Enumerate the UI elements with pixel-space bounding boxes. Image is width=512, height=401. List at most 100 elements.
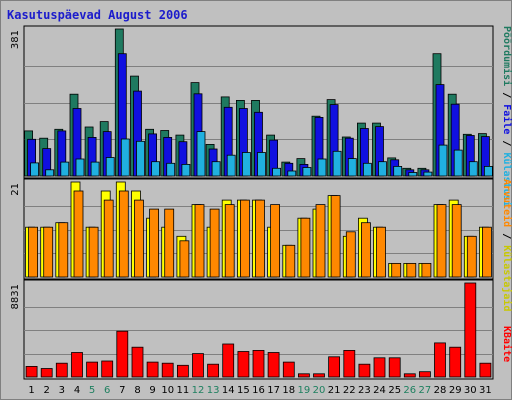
bar-Külastusi-day-8 <box>136 140 145 177</box>
bar-KBaite-day-4 <box>71 352 83 378</box>
day-labels: 1 2 3 4 5 6 7 8 9 10 11 12 13 14 15 16 17 18 19 20 21 22 23 24 2… <box>28 385 491 396</box>
bar-KBaite-day-20 <box>313 373 325 378</box>
day-label: 29 <box>449 385 462 396</box>
bar-KBaite-day-10 <box>161 362 174 378</box>
bar-KBaite-day-31 <box>479 362 492 378</box>
day-label: 1 <box>28 385 34 396</box>
bar-Külastusi-day-21 <box>332 150 342 177</box>
panel-2: 21 <box>10 178 494 280</box>
bar-Külastusi-day-12 <box>196 131 206 177</box>
day-label: 19 <box>298 385 311 396</box>
bar-KBaite-day-7 <box>116 330 129 378</box>
y-max-label: 8831 <box>10 284 21 309</box>
bar-Arvuteid-day-31 <box>481 226 492 278</box>
bar-Arvuteid-day-24 <box>376 226 386 278</box>
bar-KBaite-day-9 <box>146 361 159 378</box>
bar-KBaite-day-24 <box>373 357 386 378</box>
bar-Külastusi-day-25 <box>393 165 403 177</box>
bar-KBaite-day-21 <box>328 356 341 378</box>
series-KBaite <box>25 282 492 378</box>
bar-Külastusi-day-22 <box>347 158 357 177</box>
day-label: 13 <box>207 385 220 396</box>
day-label: 22 <box>343 385 356 396</box>
bar-Arvuteid-day-11 <box>179 240 190 278</box>
bar-Arvuteid-day-25 <box>391 262 402 278</box>
bar-KBaite-day-1 <box>25 365 38 378</box>
bar-KBaite-day-25 <box>388 357 401 378</box>
day-label: 2 <box>44 385 50 396</box>
y-max-label: 381 <box>10 30 21 49</box>
bar-Arvuteid-day-4 <box>73 190 84 278</box>
bar-Arvuteid-day-10 <box>164 208 175 278</box>
day-label: 5 <box>89 385 95 396</box>
bar-Külastusi-day-29 <box>453 149 463 177</box>
day-label: 8 <box>134 385 140 396</box>
side-label-top: Pöördumisi / Faile / Külastusi <box>501 26 512 207</box>
bar-Külastusi-day-5 <box>90 161 100 177</box>
y-max-label: 21 <box>10 183 21 196</box>
bar-KBaite-day-14 <box>222 343 235 378</box>
bar-Külastusi-day-11 <box>181 163 191 177</box>
day-label: 14 <box>222 385 235 396</box>
bar-Arvuteid-day-29 <box>451 204 462 278</box>
day-label: 28 <box>434 385 447 396</box>
bar-Külastusi-day-7 <box>120 138 130 177</box>
bar-KBaite-day-17 <box>267 352 280 378</box>
bar-KBaite-day-11 <box>176 364 189 378</box>
bar-Arvuteid-day-3 <box>58 222 69 278</box>
day-label: 4 <box>74 385 80 396</box>
bar-Külastusi-day-27 <box>423 171 433 177</box>
bar-Külastusi-day-30 <box>468 161 478 177</box>
day-label: 18 <box>282 385 295 396</box>
bar-Arvuteid-day-6 <box>103 199 114 278</box>
day-label: 24 <box>373 385 386 396</box>
day-label: 26 <box>403 385 416 396</box>
bar-Külastusi-day-19 <box>302 167 312 177</box>
bar-KBaite-day-5 <box>86 361 98 378</box>
bar-Arvuteid-day-26 <box>406 262 417 278</box>
bar-Arvuteid-day-16 <box>255 199 265 278</box>
day-label: 16 <box>252 385 265 396</box>
day-label: 12 <box>192 385 205 396</box>
bar-Külastusi-day-1 <box>30 162 40 177</box>
bar-Arvuteid-day-19 <box>300 217 311 278</box>
bar-KBaite-day-6 <box>101 360 114 378</box>
series-Külastusi <box>30 131 493 177</box>
day-label: 6 <box>104 385 110 396</box>
bar-Külastusi-day-31 <box>483 165 493 177</box>
day-label: 15 <box>237 385 250 396</box>
bar-Arvuteid-day-21 <box>330 195 341 278</box>
bar-Külastusi-day-6 <box>105 157 115 177</box>
bar-Külastusi-day-26 <box>408 172 418 177</box>
bar-KBaite-day-30 <box>464 282 477 378</box>
day-label: 20 <box>313 385 326 396</box>
bar-KBaite-day-12 <box>192 353 204 378</box>
bar-Külastusi-day-18 <box>287 170 297 177</box>
bar-KBaite-day-13 <box>207 363 220 378</box>
bar-Arvuteid-day-2 <box>43 226 54 278</box>
day-label: 30 <box>464 385 477 396</box>
bar-Arvuteid-day-20 <box>315 204 326 278</box>
bar-Arvuteid-day-30 <box>466 235 477 278</box>
bar-KBaite-day-27 <box>418 371 431 378</box>
bar-Arvuteid-day-9 <box>149 208 160 278</box>
bar-KBaite-day-8 <box>131 346 144 378</box>
bar-Külastusi-day-15 <box>241 152 251 177</box>
panel-1: 381 <box>10 25 494 179</box>
bar-Külastusi-day-16 <box>257 152 266 177</box>
day-label: 25 <box>388 385 401 396</box>
bar-Arvuteid-day-23 <box>360 222 371 278</box>
bar-Külastusi-day-20 <box>317 158 327 177</box>
bar-Arvuteid-day-5 <box>88 226 99 278</box>
day-label: 31 <box>479 385 492 396</box>
bar-Arvuteid-day-27 <box>421 262 432 278</box>
bar-Arvuteid-day-18 <box>285 244 296 278</box>
bar-Arvuteid-day-15 <box>239 199 250 278</box>
bar-Külastusi-day-3 <box>60 161 70 177</box>
series-Arvuteid <box>28 190 492 278</box>
side-label-bottom: KBaite <box>501 326 512 362</box>
bar-KBaite-day-28 <box>434 342 446 378</box>
bar-KBaite-day-19 <box>297 373 310 378</box>
day-label: 21 <box>328 385 341 396</box>
